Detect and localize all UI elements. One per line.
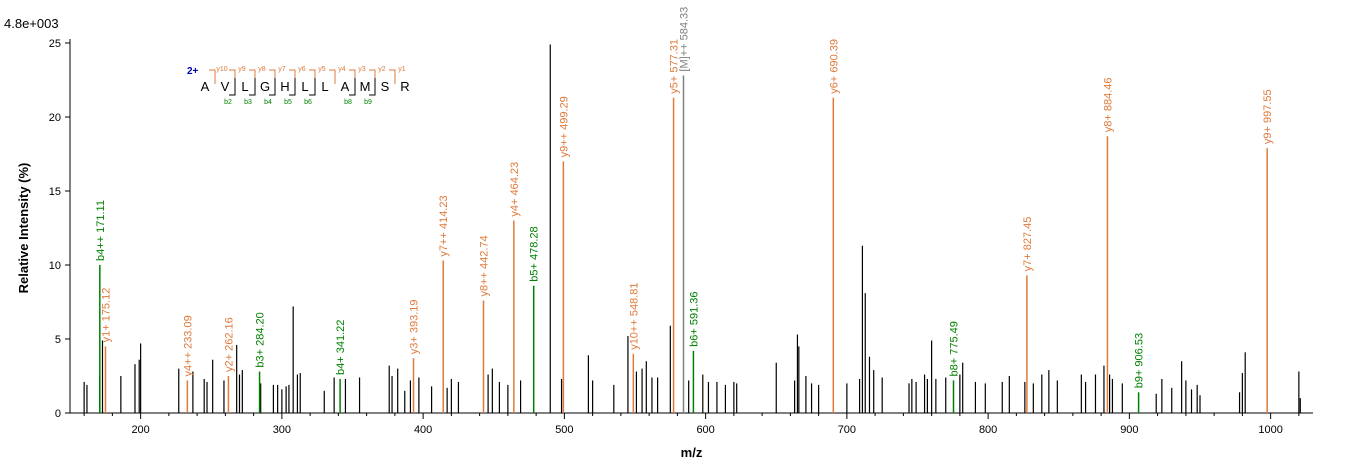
x-tick-label: 300	[273, 424, 291, 436]
y-tick-label: 15	[49, 186, 61, 198]
y-tick-label: 10	[49, 260, 61, 272]
b-fragment-bracket	[229, 78, 236, 96]
x-tick-label: 900	[1120, 424, 1138, 436]
y-fragment-label: y3	[358, 66, 366, 73]
peak-label: y9++ 499.29	[558, 96, 570, 157]
y-fragment-label: y7	[278, 66, 286, 73]
y-fragment-label: y6	[298, 66, 306, 73]
peak-label: y8+ 884.46	[1102, 77, 1114, 132]
peak-label: b4++ 171.11	[95, 200, 107, 261]
sequence-residue: A	[201, 79, 210, 94]
peak-label: [M]++ 584.33	[678, 7, 690, 72]
intensity-scale-label: 4.8e+003	[4, 16, 59, 31]
b-fragment-bracket	[269, 78, 276, 96]
peak-label: b6+ 591.36	[688, 291, 700, 346]
peak-label: y1+ 175.12	[100, 288, 112, 343]
peak-label: y10++ 548.81	[628, 283, 640, 350]
b-fragment-bracket	[289, 78, 296, 96]
y-fragment-bracket	[389, 69, 396, 84]
y-fragment-label: y2	[378, 66, 386, 73]
y-fragment-label: y9	[238, 66, 246, 73]
y-axis-title: Relative Intensity (%)	[16, 163, 31, 294]
b-fragment-label: b6	[304, 99, 312, 106]
peak-label: b8+ 775.49	[949, 321, 961, 376]
y-fragment-label: y10	[216, 66, 227, 73]
y-fragment-bracket	[309, 69, 316, 84]
y-fragment-label: y8	[258, 66, 266, 73]
peak-label: b3+ 284.20	[255, 312, 267, 367]
sequence-residue: G	[260, 79, 270, 94]
y-tick-label: 20	[49, 112, 61, 124]
x-tick-label: 400	[414, 424, 432, 436]
peak-label: y6+ 690.39	[828, 39, 840, 94]
b-fragment-label: b8	[344, 99, 352, 106]
b-fragment-label: b3	[244, 99, 252, 106]
peak-label: y7+ 827.45	[1022, 217, 1034, 272]
precursor-charge: 2+	[187, 66, 199, 77]
sequence-residue: R	[400, 79, 409, 94]
peak-label: y4++ 233.09	[182, 315, 194, 376]
sequence-residue: L	[241, 79, 248, 94]
sequence-residue: L	[301, 79, 308, 94]
y-fragment-label: y5	[318, 66, 326, 73]
peak-label: b9+ 906.53	[1134, 333, 1146, 388]
y-fragment-bracket	[229, 69, 236, 84]
peaks	[83, 44, 1301, 413]
peak-label: b5+ 478.28	[529, 226, 541, 281]
peak-labels: b4++ 171.11 y1+ 175.12 y4++ 233.09 y2+ 262.…	[95, 7, 1274, 389]
b-fragment-label: b2	[224, 99, 232, 106]
x-axis-title: m/z	[681, 445, 703, 460]
b-fragment-bracket	[249, 78, 256, 96]
peak-label: y7++ 414.23	[438, 195, 450, 256]
b-fragment-bracket	[349, 78, 356, 96]
y-tick-label: 25	[49, 38, 61, 50]
b-fragment-label: b4	[264, 99, 272, 106]
x-tick-label: 500	[555, 424, 573, 436]
sequence-residue: M	[360, 79, 371, 94]
peak-label: y5+ 577.31	[669, 39, 681, 94]
y-ticks: 0 5 10 15 20 25	[49, 38, 70, 420]
y-fragment-bracket	[209, 69, 216, 84]
x-ticks: 200 300 400 500 600 700 800 900 1000	[83, 413, 1300, 436]
y-fragment-bracket	[289, 69, 296, 84]
sequence-residue: H	[280, 79, 289, 94]
x-tick-label: 200	[131, 424, 149, 436]
b-fragment-label: b9	[364, 99, 372, 106]
y-fragment-bracket	[329, 69, 336, 84]
sequence-residue: L	[321, 79, 328, 94]
x-tick-label: 700	[838, 424, 856, 436]
y-fragment-label: y1	[398, 66, 406, 73]
x-tick-label: 800	[979, 424, 997, 436]
y-tick-label: 5	[55, 334, 61, 346]
sequence-residue: A	[341, 79, 350, 94]
y-tick-label: 0	[55, 408, 61, 420]
b-fragment-bracket	[309, 78, 316, 96]
peak-label: y8++ 442.74	[478, 235, 490, 296]
x-tick-label: 1000	[1258, 424, 1282, 436]
peak-label: y9+ 997.55	[1262, 89, 1274, 144]
y-fragment-bracket	[249, 69, 256, 84]
b-fragment-label: b5	[284, 99, 292, 106]
sequence-residue: S	[381, 79, 390, 94]
x-tick-label: 600	[696, 424, 714, 436]
sequence-residue: V	[221, 79, 230, 94]
peak-label: y2+ 262.16	[223, 317, 235, 372]
y-fragment-label: y4	[338, 66, 346, 73]
peak-label: y3+ 393.19	[409, 299, 421, 354]
b-fragment-bracket	[369, 78, 376, 96]
peak-label: y4+ 464.23	[509, 162, 521, 217]
y-fragment-bracket	[349, 69, 356, 84]
peak-label: b4+ 341.22	[335, 320, 347, 375]
